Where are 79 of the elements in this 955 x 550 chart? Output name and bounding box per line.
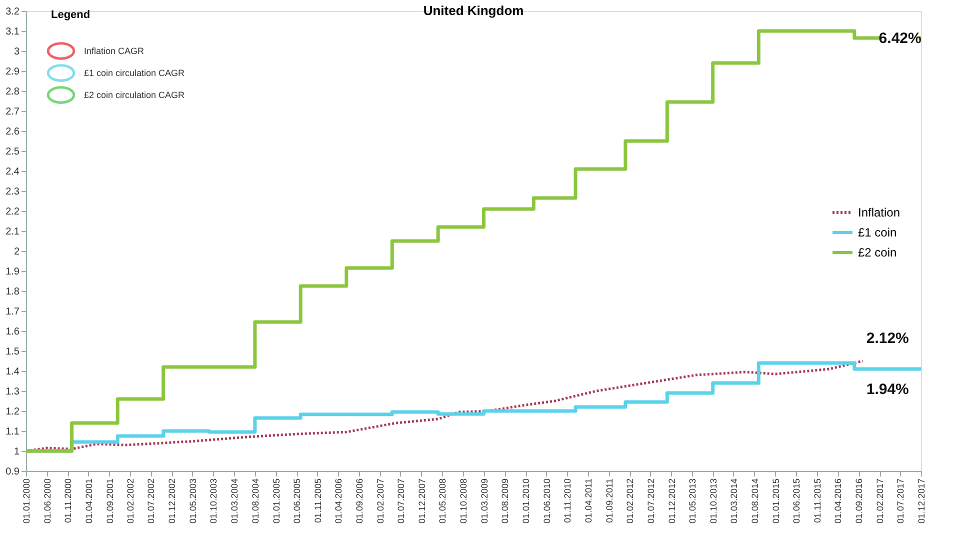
- x-tick-label: 01.01.2005: [271, 478, 282, 524]
- x-tick-label: 01.10.2003: [208, 478, 219, 524]
- x-tick-label: 01.05.2008: [438, 478, 448, 524]
- x-tick-label: 01.04.2016: [833, 478, 844, 524]
- y-tick-label: 1.2: [6, 406, 20, 418]
- y-tick-label: 2.6: [6, 126, 20, 138]
- x-tick-label: 01.06.2010: [542, 478, 552, 524]
- x-tick-label: 01.08.2004: [250, 478, 260, 524]
- x-tick-label: 01.12.2002: [167, 478, 178, 524]
- x-tick-label: 01.03.2004: [230, 478, 240, 524]
- x-tick-label: 01.11.2010: [562, 478, 573, 523]
- x-tick-label: 01.06.2005: [292, 478, 302, 524]
- y-tick-label: 1.5: [6, 346, 20, 358]
- annotation: 6.42%: [878, 30, 922, 47]
- y-tick-label: 2.8: [6, 86, 20, 98]
- y-tick-label: 1.4: [6, 366, 20, 378]
- y-tick-label: 1: [14, 446, 20, 458]
- x-tick-label: 01.02.2017: [875, 478, 886, 524]
- x-tick-label: 01.05.2013: [687, 478, 698, 524]
- x-tick-label: 01.10.2013: [708, 478, 718, 524]
- x-tick-label: 01.12.2012: [666, 478, 677, 524]
- y-tick-label: 2.7: [6, 106, 20, 118]
- x-tick-label: 01.09.2016: [854, 478, 864, 524]
- y-tick-label: 1.8: [6, 286, 20, 298]
- x-tick-label: 01.04.2011: [583, 478, 594, 523]
- x-tick-label: 01.07.2002: [146, 478, 156, 524]
- y-tick-label: 1.3: [6, 386, 20, 398]
- y-tick-label: 0.9: [6, 466, 20, 478]
- annotation: £2 coin circulation CAGR: [84, 90, 186, 100]
- y-tick-label: 2.3: [6, 186, 20, 198]
- x-tick-label: 01.09.2011: [604, 478, 614, 523]
- x-tick-label: 01.04.2001: [84, 478, 94, 524]
- x-tick-label: 01.09.2001: [104, 478, 115, 524]
- annotation: £1 coin circulation CAGR: [84, 68, 186, 78]
- x-tick-label: 01.01.2010: [521, 478, 532, 524]
- x-tick-label: 01.02.2002: [126, 478, 136, 524]
- y-tick-label: 2.5: [6, 146, 20, 158]
- y-tick-label: 2.4: [6, 166, 20, 178]
- annotation: Inflation CAGR: [84, 46, 145, 56]
- x-tick-label: 01.07.2017: [896, 478, 906, 524]
- y-tick-label: 2.2: [6, 206, 20, 218]
- x-tick-label: 01.12.2007: [416, 478, 427, 524]
- y-tick-label: 3.1: [6, 26, 20, 38]
- x-tick-label: 01.08.2014: [750, 478, 760, 524]
- legend-label: £2 coin: [858, 246, 897, 260]
- annotation: Legend: [51, 9, 90, 21]
- x-tick-label: 01.03.2014: [728, 478, 739, 524]
- x-tick-label: 01.01.2000: [22, 478, 32, 524]
- x-tick-label: 01.11.2005: [312, 478, 323, 523]
- x-tick-label: 01.07.2012: [646, 478, 656, 524]
- x-tick-label: 01.11.2000: [63, 478, 74, 523]
- legend-label: £1 coin: [858, 226, 897, 240]
- x-tick-label: 01.02.2012: [625, 478, 636, 524]
- x-tick-label: 01.05.2003: [188, 478, 198, 524]
- x-tick-label: 01.10.2008: [458, 478, 469, 524]
- y-tick-label: 3.2: [6, 6, 20, 18]
- x-tick-label: 01.03.2009: [479, 478, 490, 524]
- x-tick-label: 01.12.2017: [916, 478, 926, 524]
- x-tick-label: 01.01.2015: [770, 478, 781, 524]
- y-tick-label: 2.1: [6, 226, 20, 238]
- y-tick-label: 1.9: [6, 266, 20, 278]
- x-tick-label: 01.06.2000: [42, 478, 52, 524]
- y-tick-label: 1.6: [6, 326, 20, 338]
- x-tick-label: 01.07.2007: [396, 478, 406, 524]
- y-tick-label: 1.1: [6, 426, 20, 438]
- x-tick-label: 01.04.2006: [334, 478, 344, 524]
- x-tick-label: 01.11.2015: [812, 478, 822, 523]
- legend-label: Inflation: [858, 206, 900, 220]
- y-tick-label: 2: [14, 246, 20, 258]
- y-tick-label: 2.9: [6, 66, 20, 78]
- x-tick-label: 01.02.2007: [375, 478, 386, 524]
- y-tick-label: 3: [14, 46, 20, 58]
- annotation: 2.12%: [866, 330, 909, 347]
- x-tick-label: 01.08.2009: [500, 478, 510, 524]
- y-tick-label: 1.7: [6, 306, 20, 318]
- x-tick-label: 01.06.2015: [791, 478, 802, 524]
- annotation: 1.94%: [866, 381, 909, 398]
- chart-title: United Kingdom: [423, 3, 524, 18]
- x-tick-label: 01.09.2006: [354, 478, 365, 524]
